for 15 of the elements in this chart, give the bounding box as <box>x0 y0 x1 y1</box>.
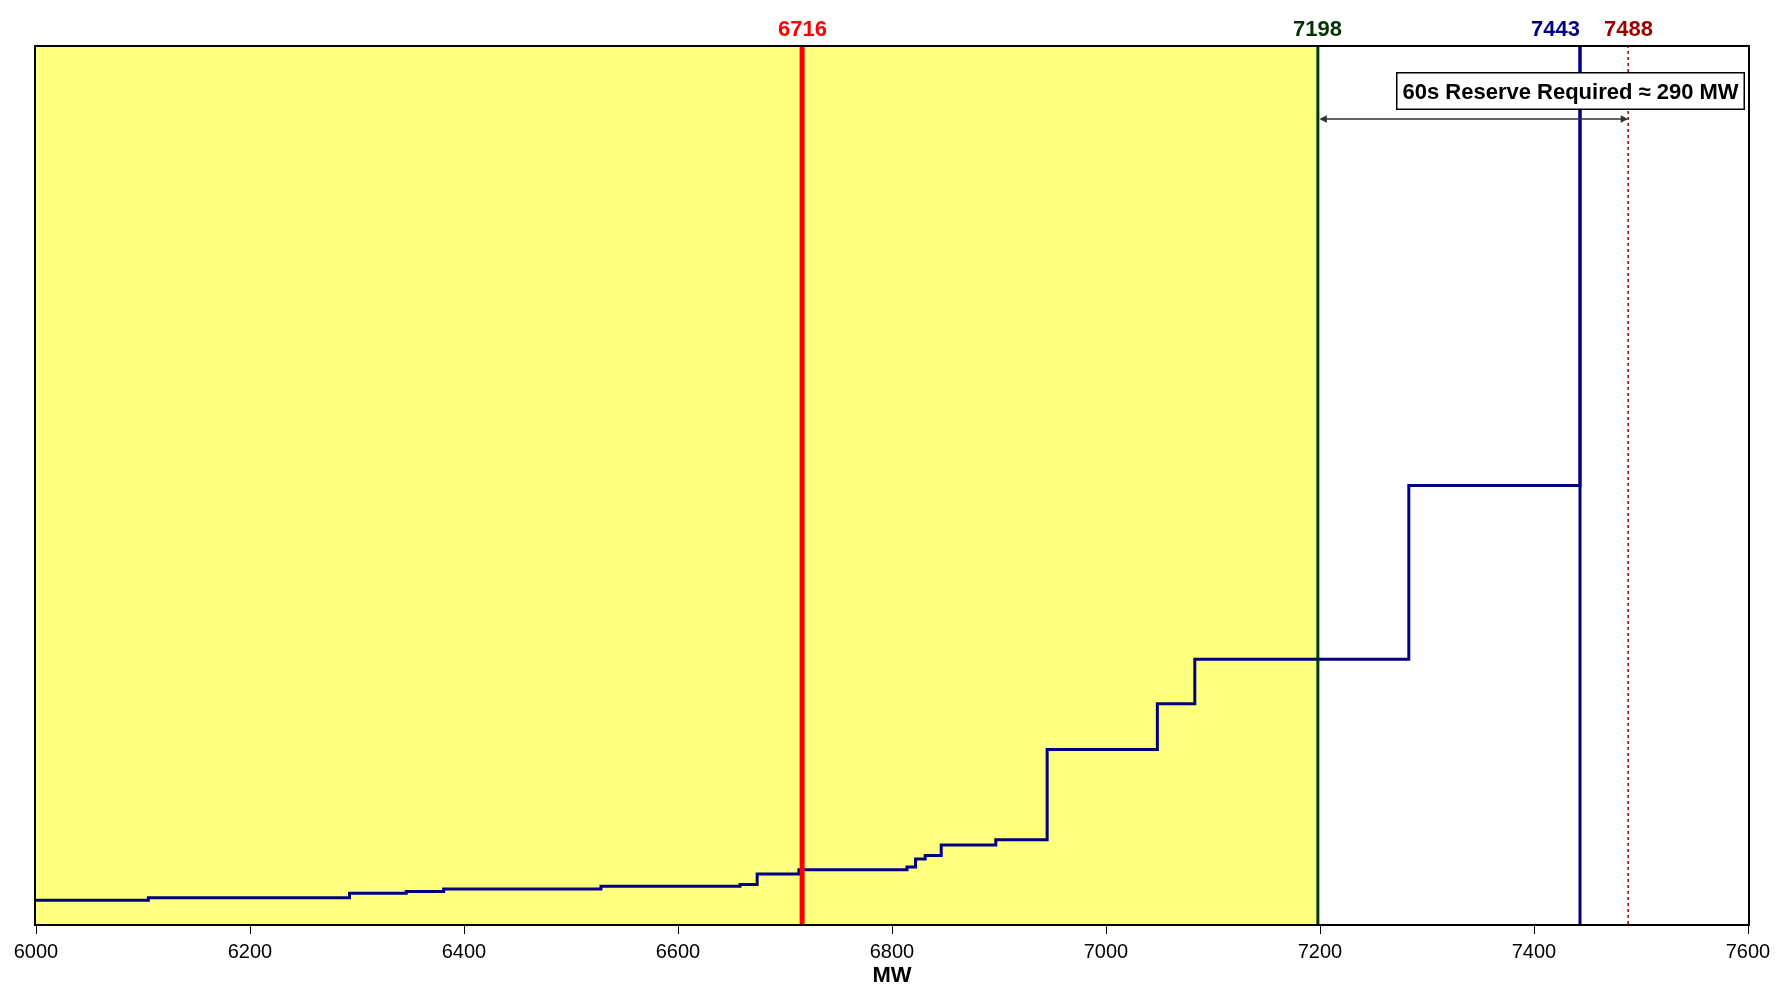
ref-line-label: 7198 <box>1293 16 1342 41</box>
ref-line-label: 7443 <box>1531 16 1580 41</box>
annotation: 60s Reserve Required ≈ 290 MW <box>1402 78 1739 104</box>
x-tick-label: 7600 <box>1725 939 1771 962</box>
x-tick-label: 7000 <box>1083 939 1129 962</box>
x-tick-label: 6600 <box>655 939 701 962</box>
ref-line-label: 7488 <box>1604 16 1653 41</box>
x-tick-label: 6400 <box>441 939 487 962</box>
x-tick-label: 6200 <box>227 939 273 962</box>
x-tick-label: 6800 <box>869 939 915 962</box>
x-tick-label: 6000 <box>13 939 59 962</box>
x-tick-label: 7400 <box>1511 939 1557 962</box>
x-tick-label: 7200 <box>1297 939 1343 962</box>
x-axis-title: MW <box>872 961 912 987</box>
ref-line-label: 6716 <box>778 16 827 41</box>
